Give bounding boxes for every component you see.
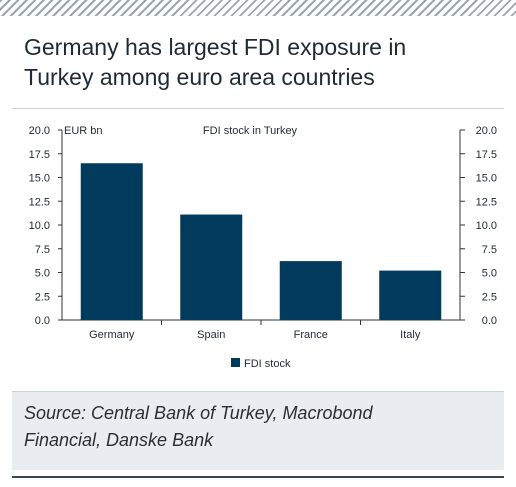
y-unit-label: EUR bn bbox=[64, 125, 103, 137]
bottom-rule bbox=[12, 476, 504, 478]
headline-line-1: Germany has largest FDI exposure in bbox=[24, 34, 407, 60]
chart-headline: Germany has largest FDI exposure in Turk… bbox=[24, 32, 504, 92]
right-tick-label: 17.5 bbox=[476, 149, 497, 161]
left-tick-label: 15.0 bbox=[29, 173, 50, 185]
legend-label: FDI stock bbox=[244, 358, 291, 370]
bar-germany bbox=[80, 163, 143, 320]
source-line-2: Financial, Danske Bank bbox=[24, 430, 214, 450]
source-note: Source: Central Bank of Turkey, Macrobon… bbox=[24, 400, 494, 454]
legend-swatch bbox=[231, 358, 240, 367]
right-tick-label: 7.5 bbox=[482, 244, 497, 256]
divider-top bbox=[12, 108, 504, 109]
right-tick-label: 0.0 bbox=[482, 315, 497, 327]
bar-italy bbox=[379, 270, 442, 320]
left-tick-label: 20.0 bbox=[29, 125, 50, 137]
left-tick-label: 7.5 bbox=[35, 244, 50, 256]
header-stripes bbox=[0, 0, 516, 16]
chart-area: 0.0 2.5 5.0 7.5 10.0 12.5 15.0 17.5 20.0 0.0 2.5 5… bbox=[0, 110, 516, 390]
bar-chart: 0.0 2.5 5.0 7.5 10.0 12.5 15.0 17.5 20.0 0.0 2.5 5… bbox=[29, 125, 497, 370]
bar-france bbox=[279, 261, 342, 320]
x-tick-label: Germany bbox=[89, 329, 135, 341]
source-line-1: Source: Central Bank of Turkey, Macrobon… bbox=[24, 403, 373, 423]
left-tick-label: 10.0 bbox=[29, 220, 50, 232]
right-tick-label: 5.0 bbox=[482, 268, 497, 280]
source-panel bbox=[12, 392, 504, 470]
bar-spain bbox=[180, 214, 243, 320]
x-tick-label: France bbox=[294, 329, 328, 341]
left-tick-label: 2.5 bbox=[35, 291, 50, 303]
right-tick-label: 2.5 bbox=[482, 291, 497, 303]
divider-bottom bbox=[12, 391, 504, 392]
right-tick-label: 20.0 bbox=[476, 125, 497, 137]
left-tick-label: 17.5 bbox=[29, 149, 50, 161]
right-tick-label: 12.5 bbox=[476, 196, 497, 208]
right-tick-label: 10.0 bbox=[476, 220, 497, 232]
x-tick-label: Spain bbox=[197, 329, 225, 341]
x-tick-label: Italy bbox=[400, 329, 421, 341]
right-tick-label: 15.0 bbox=[476, 173, 497, 185]
left-tick-label: 5.0 bbox=[35, 268, 50, 280]
legend: FDI stock bbox=[231, 358, 291, 370]
left-tick-label: 0.0 bbox=[35, 315, 50, 327]
headline-line-2: Turkey among euro area countries bbox=[24, 64, 375, 90]
left-tick-label: 12.5 bbox=[29, 196, 50, 208]
chart-title: FDI stock in Turkey bbox=[203, 125, 298, 137]
